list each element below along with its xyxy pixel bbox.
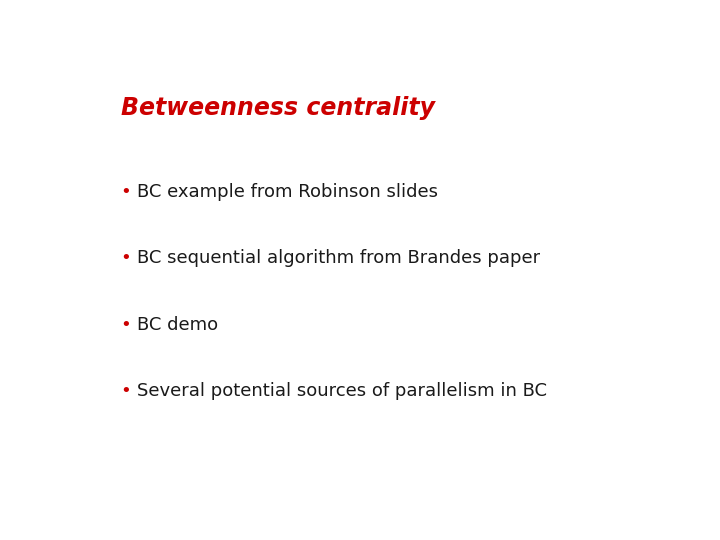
Text: Betweenness centrality: Betweenness centrality bbox=[121, 97, 435, 120]
Text: BC sequential algorithm from Brandes paper: BC sequential algorithm from Brandes pap… bbox=[138, 249, 541, 267]
Text: •: • bbox=[121, 316, 132, 334]
Text: Several potential sources of parallelism in BC: Several potential sources of parallelism… bbox=[138, 382, 547, 400]
Text: •: • bbox=[121, 382, 132, 400]
Text: •: • bbox=[121, 249, 132, 267]
Text: BC example from Robinson slides: BC example from Robinson slides bbox=[138, 183, 438, 201]
Text: •: • bbox=[121, 183, 132, 201]
Text: BC demo: BC demo bbox=[138, 316, 219, 334]
